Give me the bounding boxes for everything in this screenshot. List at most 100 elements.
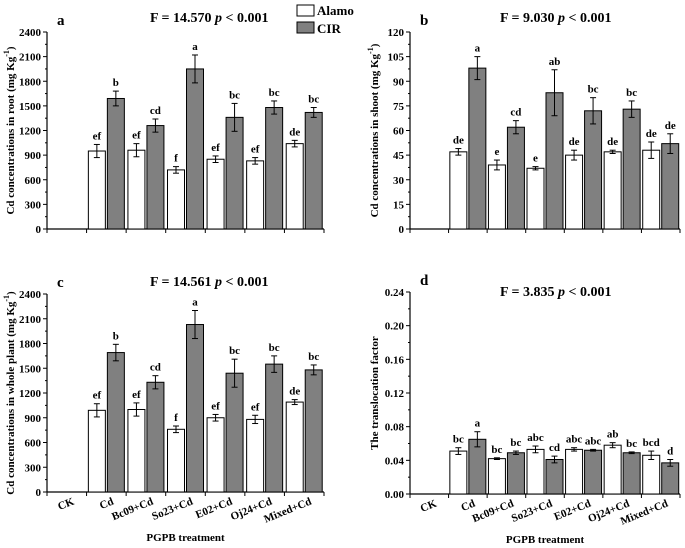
- y-tick-label: 45: [393, 150, 405, 162]
- bar-cir-oj24-cd: [622, 108, 641, 230]
- significance-label: ef: [211, 400, 220, 412]
- significance-label: a: [192, 41, 198, 53]
- significance-label: ef: [93, 130, 102, 142]
- significance-label: bc: [229, 89, 240, 101]
- y-axis-title: Cd concentrations in whole plant (mg Kg-…: [2, 291, 17, 495]
- significance-label: de: [453, 135, 464, 147]
- y-axis-title: The translocation factor: [369, 336, 381, 450]
- significance-label: e: [494, 146, 499, 158]
- y-tick-label: 75: [393, 101, 405, 113]
- bar-alamo-cd: [449, 450, 468, 495]
- y-tick-label: 120: [388, 27, 405, 39]
- y-tick-label: 30: [393, 175, 405, 187]
- bar-cir-mixed-cd: [661, 143, 680, 230]
- bar-alamo-e02-cd: [565, 154, 584, 230]
- bar-cir-cd: [106, 352, 125, 493]
- significance-label: bc: [269, 342, 280, 354]
- significance-label: e: [533, 153, 538, 165]
- y-tick-label: 60: [393, 126, 405, 138]
- bar-cir-cd: [106, 97, 125, 230]
- panel-letter: d: [420, 273, 429, 289]
- significance-label: cd: [549, 442, 560, 454]
- y-tick-label: 0.20: [385, 321, 405, 333]
- significance-label: de: [646, 128, 657, 140]
- y-tick-label: 105: [388, 52, 405, 64]
- panel-a: 0 300 600 900 1200 1500 1800 2100 2400 ef ef f ef ef d…: [2, 11, 325, 236]
- y-tick-label: 0.04: [385, 455, 405, 467]
- legend-swatch-alamo: [296, 4, 315, 17]
- bar-alamo-cd: [87, 150, 106, 230]
- significance-label: cd: [150, 105, 161, 117]
- panel-title: F = 9.030 p < 0.001: [500, 11, 612, 26]
- x-axis-title: PGPB treatment: [506, 534, 585, 546]
- bar-cir-so23-cd: [186, 68, 204, 230]
- significance-label: ef: [132, 130, 141, 142]
- significance-label: f: [174, 153, 178, 165]
- y-tick-label: 0.16: [385, 354, 405, 366]
- bar-cir-oj24-cd: [622, 452, 641, 495]
- bar-cir-cd: [468, 67, 487, 230]
- bar-alamo-e02-cd: [206, 158, 225, 230]
- y-tick-label: 600: [25, 175, 42, 187]
- x-tick-label: Bc09+Cd: [471, 498, 516, 525]
- y-tick-label: 0: [36, 487, 42, 499]
- bar-alamo-oj24-cd: [246, 418, 265, 493]
- y-tick-label: 300: [25, 199, 42, 211]
- bar-cir-cd: [468, 438, 487, 495]
- significance-label: cd: [510, 107, 521, 119]
- significance-label: de: [289, 386, 300, 398]
- bar-cir-e02-cd: [225, 116, 244, 230]
- y-tick-label: 0: [399, 224, 405, 236]
- y-tick-label: 2100: [19, 52, 42, 64]
- bar-alamo-cd: [87, 409, 106, 493]
- bar-cir-e02-cd: [584, 449, 603, 495]
- bar-cir-bc09-cd: [506, 126, 525, 230]
- bar-cir-bc09-cd: [146, 125, 165, 230]
- y-tick-label: 2400: [19, 289, 42, 301]
- x-tick-label: E02+Cd: [552, 498, 592, 524]
- y-axis-title: Cd concentrations in root (mg Kg-1): [2, 46, 17, 214]
- y-tick-label: 1500: [19, 363, 42, 375]
- significance-label: abc: [527, 432, 544, 444]
- bar-alamo-mixed-cd: [285, 143, 304, 230]
- y-tick-label: 300: [25, 462, 42, 474]
- significance-label: ef: [251, 401, 260, 413]
- bar-alamo-mixed-cd: [642, 149, 661, 230]
- panel-letter: c: [57, 275, 64, 291]
- x-tick-label: Cd: [459, 498, 477, 514]
- y-tick-label: 1800: [19, 339, 42, 351]
- significance-label: de: [665, 120, 676, 132]
- significance-label: de: [569, 136, 580, 148]
- significance-label: d: [667, 445, 673, 457]
- significance-label: ab: [549, 56, 561, 68]
- significance-label: a: [475, 418, 481, 430]
- y-tick-label: 900: [25, 413, 42, 425]
- panel-title: F = 14.561 p < 0.001: [150, 275, 269, 290]
- y-tick-label: 1500: [19, 101, 42, 113]
- bar-cir-mixed-cd: [661, 462, 680, 495]
- legend: Alamo CIR: [296, 3, 354, 36]
- bar-alamo-e02-cd: [565, 448, 584, 495]
- panel-letter: a: [57, 13, 65, 29]
- bar-cir-so23-cd: [186, 324, 204, 493]
- significance-label: bc: [229, 345, 240, 357]
- bar-alamo-so23-cd: [526, 448, 545, 495]
- significance-label: ef: [93, 390, 102, 402]
- bar-cir-so23-cd: [545, 458, 564, 495]
- bar-cir-e02-cd: [225, 372, 244, 493]
- legend-label-cir: CIR: [317, 21, 341, 36]
- y-tick-label: 0.12: [385, 388, 405, 400]
- y-tick-label: 600: [25, 438, 42, 450]
- significance-label: ef: [251, 144, 260, 156]
- bar-alamo-so23-cd: [167, 428, 185, 493]
- bar-cir-bc09-cd: [506, 452, 525, 495]
- significance-label: bc: [626, 438, 637, 450]
- y-tick-label: 2400: [19, 27, 42, 39]
- bar-alamo-oj24-cd: [246, 160, 265, 230]
- bar-alamo-bc09-cd: [127, 409, 146, 493]
- bar-cir-oj24-cd: [265, 107, 284, 230]
